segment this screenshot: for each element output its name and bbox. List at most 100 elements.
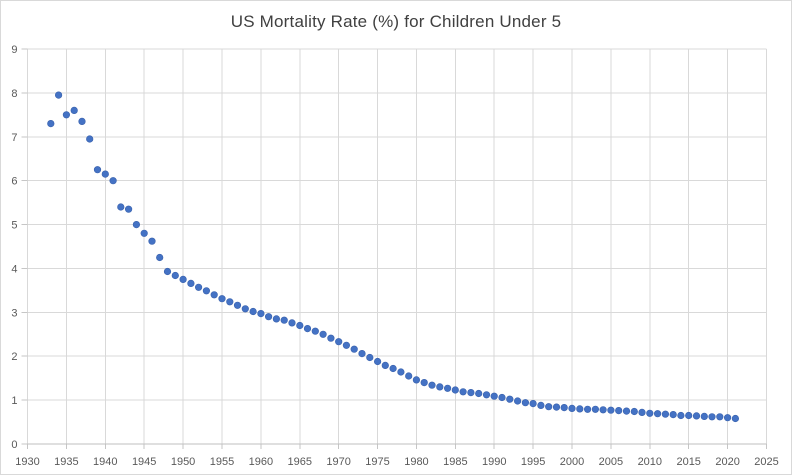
data-point [397,368,405,376]
x-tick-label: 1995 [521,456,545,468]
data-point [545,403,553,411]
x-tick-label: 1935 [54,456,78,468]
data-point [716,413,724,421]
data-point [218,295,226,303]
data-point [615,407,623,415]
y-tick-label: 7 [11,132,17,144]
data-point [591,405,600,413]
data-point [513,397,522,405]
data-point [389,364,397,373]
data-point [70,106,78,114]
data-point [708,413,716,421]
data-point [140,229,148,237]
data-point [342,341,351,349]
y-tick-label: 4 [11,263,17,275]
data-point [700,412,708,421]
data-point [420,379,428,387]
data-point [731,414,740,423]
x-tick-label: 1975 [365,456,389,468]
data-point [78,117,86,125]
data-point [226,298,234,306]
data-point [257,310,265,318]
data-point [319,330,327,338]
data-point [156,253,164,262]
data-point [653,410,662,418]
data-point [560,404,568,412]
data-point [622,407,631,415]
data-point [202,287,210,295]
x-tick-label: 1930 [15,456,39,468]
data-point [583,405,592,413]
x-tick-label: 2015 [676,456,700,468]
data-point [444,384,452,392]
data-point [47,119,55,128]
data-point [311,327,319,335]
x-tick-label: 1950 [171,456,195,468]
data-point [265,313,273,321]
x-tick-label: 2010 [638,456,662,468]
data-point [210,291,218,299]
x-tick-label: 1990 [482,456,506,468]
data-point [148,237,156,245]
data-point [163,267,172,276]
x-tick-label: 1945 [132,456,156,468]
y-tick-label: 3 [11,307,17,319]
data-point [109,177,117,185]
data-point [552,403,561,411]
data-point [436,383,444,391]
data-point [187,279,195,288]
data-point [132,221,140,229]
data-point [490,392,498,400]
x-tick-label: 1985 [443,456,467,468]
data-point [498,393,506,402]
y-tick-label: 6 [11,176,17,188]
data-point [374,357,382,366]
data-point [350,345,358,353]
data-point [677,411,685,420]
x-tick-label: 2000 [560,456,584,468]
data-point [62,111,71,119]
data-point [288,319,296,327]
data-point [607,406,615,414]
data-point [475,389,483,398]
data-point [195,283,203,291]
y-tick-label: 1 [11,395,17,407]
data-point [537,401,545,410]
y-tick-label: 5 [11,220,17,232]
chart-title: US Mortality Rate (%) for Children Under… [230,12,562,31]
data-point [428,381,436,389]
data-point [179,275,187,284]
x-tick-label: 1970 [326,456,350,468]
data-point [412,376,421,384]
x-tick-label: 2025 [754,456,778,468]
x-tick-label: 2020 [715,456,739,468]
y-tick-label: 2 [11,351,17,363]
x-tick-label: 1980 [404,456,428,468]
data-point [171,271,179,280]
data-point [93,166,102,174]
data-point [685,411,693,420]
data-point [241,305,249,313]
data-point [459,388,467,396]
data-point [303,325,312,333]
x-tick-label: 1960 [249,456,273,468]
data-point [405,372,413,380]
data-point [630,407,638,416]
data-point [366,353,374,362]
x-tick-label: 2005 [599,456,623,468]
y-tick-label: 0 [11,439,17,451]
data-point [86,135,94,143]
data-point [249,307,257,316]
data-point [521,399,530,407]
data-point [451,386,459,394]
data-point [280,316,288,324]
data-point [327,334,335,342]
data-point [568,404,576,413]
data-point [599,406,607,414]
data-point [638,408,646,417]
data-point [233,301,242,309]
y-tick-label: 8 [11,88,17,100]
data-point [117,203,125,211]
